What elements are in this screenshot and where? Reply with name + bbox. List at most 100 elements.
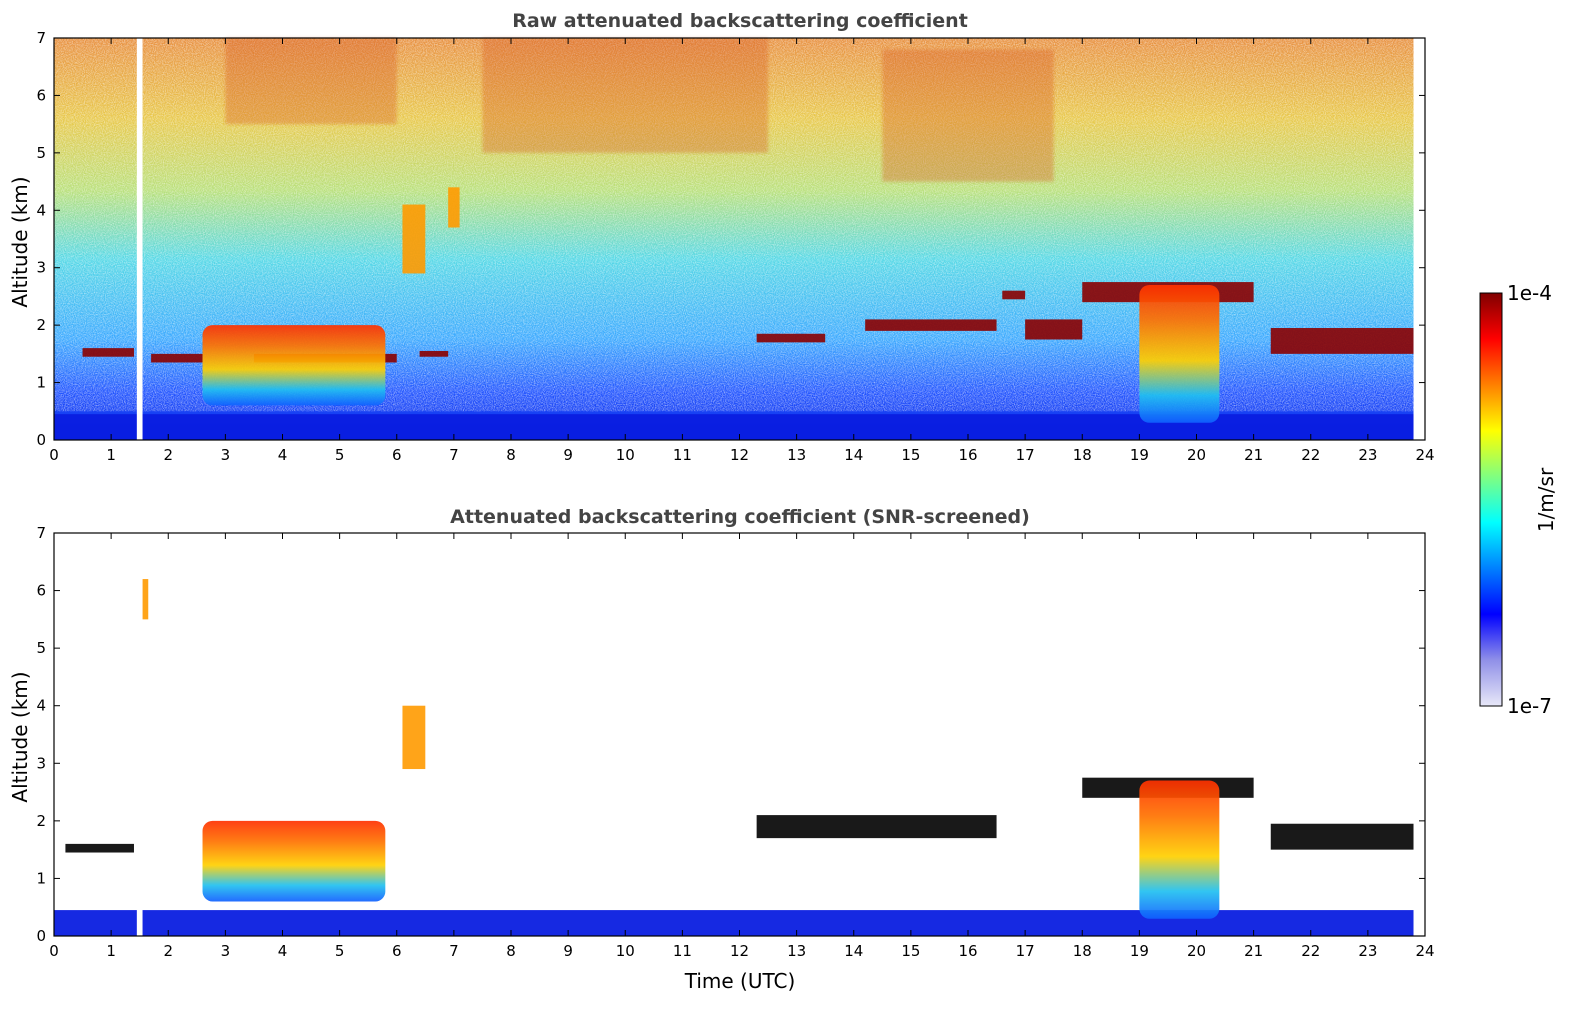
y-tick-label: 0 (36, 927, 46, 945)
x-tick-label: 6 (392, 446, 402, 464)
y-tick-label: 2 (36, 812, 46, 830)
cloud-layer (1270, 328, 1414, 354)
x-tick-label: 16 (958, 942, 977, 960)
x-tick-label: 21 (1244, 446, 1263, 464)
x-tick-label: 18 (1073, 942, 1092, 960)
elevated-aerosol (448, 187, 460, 228)
axes: 0 1 2 3 4 5 6 7 8 9 10 11 12 13 14 15 16 17 18 19 20 21 22 23 24… (36, 524, 1434, 960)
x-tick-label: 1 (106, 942, 116, 960)
raw-backscatter-panel: Raw attenuated backscattering coefficien… (8, 10, 1435, 464)
y-tick-label: 1 (36, 869, 46, 887)
noise-patch (482, 38, 769, 153)
y-axis-label: Altitude (km) (8, 671, 32, 802)
x-tick-label: 15 (901, 942, 920, 960)
colorbar-max-label: 1e-4 (1507, 281, 1552, 305)
convective-cloud (1139, 780, 1220, 919)
x-tick-label: 20 (1187, 446, 1206, 464)
colorbar: 1e-4 1e-7 1/m/sr (1479, 281, 1558, 718)
x-tick-label: 17 (1016, 446, 1035, 464)
y-tick-label: 2 (36, 316, 46, 334)
x-tick-label: 14 (844, 446, 863, 464)
y-tick-label: 6 (36, 582, 46, 600)
x-tick-label: 13 (787, 942, 806, 960)
x-tick-label: 23 (1358, 446, 1377, 464)
y-tick-label: 7 (36, 29, 46, 47)
colorbar-min-label: 1e-7 (1507, 694, 1552, 718)
data-gap (136, 533, 143, 936)
heatmap (54, 38, 1425, 440)
x-tick-label: 10 (616, 446, 635, 464)
x-tick-label: 15 (901, 446, 920, 464)
heatmap (54, 533, 1425, 936)
cloud-layer (65, 843, 134, 853)
x-tick-label: 8 (506, 446, 516, 464)
convective-cloud (202, 325, 386, 406)
noise-patch (882, 49, 1054, 182)
x-tick-label: 16 (958, 446, 977, 464)
x-tick-label: 9 (563, 446, 573, 464)
x-tick-label: 9 (563, 942, 573, 960)
y-tick-label: 4 (36, 697, 46, 715)
panel-title: Raw attenuated backscattering coefficien… (512, 10, 968, 32)
x-tick-label: 0 (49, 446, 59, 464)
x-tick-label: 14 (844, 942, 863, 960)
y-tick-label: 4 (36, 201, 46, 219)
x-tick-label: 17 (1016, 942, 1035, 960)
y-tick-label: 3 (36, 754, 46, 772)
cloud-layer (1270, 823, 1414, 850)
x-tick-label: 3 (221, 942, 231, 960)
x-tick-label: 24 (1415, 942, 1434, 960)
no-data-region (1413, 38, 1425, 440)
y-tick-label: 1 (36, 374, 46, 392)
cloud-layer (756, 333, 826, 343)
cloud-layer (1002, 290, 1026, 300)
x-tick-label: 22 (1301, 446, 1320, 464)
y-tick-label: 5 (36, 144, 46, 162)
x-tick-label: 7 (449, 446, 459, 464)
x-tick-label: 10 (616, 942, 635, 960)
cloud-layer (82, 348, 134, 357)
cloud-layer (1025, 319, 1083, 340)
no-data-region (1413, 533, 1425, 936)
x-tick-label: 12 (730, 446, 749, 464)
x-tick-label: 7 (449, 942, 459, 960)
x-tick-label: 6 (392, 942, 402, 960)
elevated-aerosol (402, 705, 426, 770)
elevated-aerosol (402, 204, 426, 274)
x-tick-label: 21 (1244, 942, 1263, 960)
x-tick-label: 0 (49, 942, 59, 960)
x-tick-label: 3 (221, 446, 231, 464)
cloud-layer (419, 350, 449, 357)
x-tick-label: 2 (163, 942, 173, 960)
y-tick-label: 3 (36, 259, 46, 277)
x-tick-label: 4 (278, 446, 288, 464)
y-tick-label: 7 (36, 524, 46, 542)
x-tick-label: 24 (1415, 446, 1434, 464)
panel-title: Attenuated backscattering coefficient (S… (450, 506, 1030, 528)
cloud-layer (756, 815, 997, 839)
y-tick-label: 0 (36, 431, 46, 449)
x-tick-label: 5 (335, 942, 345, 960)
x-tick-label: 13 (787, 446, 806, 464)
x-tick-label: 18 (1073, 446, 1092, 464)
x-tick-label: 19 (1130, 446, 1149, 464)
colorbar-unit-label: 1/m/sr (1534, 467, 1558, 532)
x-tick-label: 2 (163, 446, 173, 464)
x-tick-label: 11 (673, 446, 692, 464)
x-tick-label: 20 (1187, 942, 1206, 960)
y-axis-label: Altitude (km) (8, 176, 32, 307)
y-tick-label: 6 (36, 86, 46, 104)
colorbar-ramp (1479, 292, 1503, 707)
x-tick-label: 8 (506, 942, 516, 960)
convective-cloud (202, 820, 386, 902)
data-gap (136, 38, 143, 440)
x-tick-label: 5 (335, 446, 345, 464)
x-tick-label: 11 (673, 942, 692, 960)
x-tick-label: 1 (106, 446, 116, 464)
x-tick-label: 19 (1130, 942, 1149, 960)
x-tick-label: 23 (1358, 942, 1377, 960)
x-axis-label: Time (UTC) (684, 969, 796, 993)
convective-cloud (1139, 284, 1220, 423)
y-tick-label: 5 (36, 639, 46, 657)
